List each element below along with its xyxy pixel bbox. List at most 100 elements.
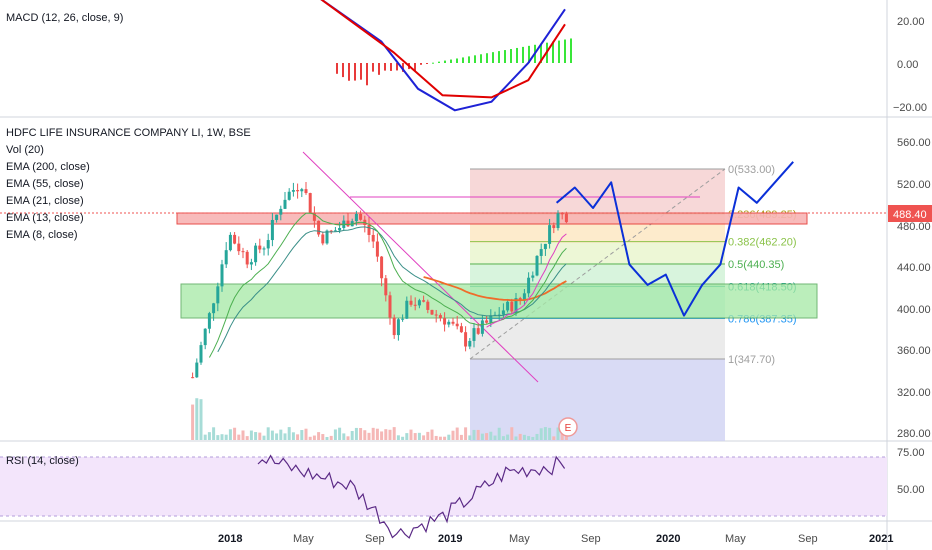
macd-histogram-bar [468,56,470,63]
candle-body [384,278,388,296]
candle-body [476,328,480,334]
macd-histogram-bar [396,63,398,71]
candle-body [291,190,295,192]
volume-bar [220,434,224,440]
macd-histogram-bar [366,63,368,86]
candle-body [422,300,426,302]
time-tick: 2018 [218,533,242,545]
candle-body [468,340,472,347]
candle-body [203,328,207,346]
candle-body [455,323,459,327]
candle-body [266,240,270,249]
macd-histogram-bar [462,57,464,63]
candle-body [279,208,283,215]
candle-body [304,189,308,194]
price-tick: 560.00 [897,137,931,149]
last-price-badge [888,205,932,222]
candle-body [233,234,237,244]
volume-bar [535,433,539,440]
candle-body [401,318,405,320]
candle-body [228,234,232,251]
macd-histogram-bar [372,63,374,72]
main-title: HDFC LIFE INSURANCE COMPANY LI, 1W, BSE [6,127,251,139]
volume-bar [312,435,316,440]
macd-histogram-bar [438,61,440,63]
time-tick: 2020 [656,533,680,545]
candle-body [317,220,321,235]
volume-bar [493,435,497,440]
legend-ema200: EMA (200, close) [6,161,90,173]
rsi-title: RSI (14, close) [6,455,79,467]
trend-line-down[interactable] [302,151,539,383]
volume-bar [258,432,262,440]
price-tick: 480.00 [897,221,931,233]
macd-histogram-bar [480,54,482,63]
candle-body [249,262,253,265]
svg-text:E: E [565,423,572,434]
volume-bar [543,427,547,440]
macd-histogram-bar [570,38,572,63]
volume-bar [409,429,413,440]
candle-body [539,249,543,256]
volume-bar [216,435,220,440]
candle-body [527,277,531,294]
price-tick: 320.00 [897,387,931,399]
candle-body [451,321,455,324]
volume-bar [266,427,270,440]
candle-body [396,319,400,336]
macd-histogram-bar [528,45,530,63]
volume-bar [338,427,342,440]
macd-histogram-bar [456,58,458,63]
volume-bar [472,429,476,440]
volume-bar [380,431,384,440]
candle-body [312,213,316,221]
candle-body [191,377,195,379]
candle-body [556,213,560,229]
macd-histogram-bar [432,62,434,64]
volume-bar [556,427,560,440]
volume-bar [539,428,543,440]
price-tick: 360.00 [897,345,931,357]
candle-body [392,317,396,336]
volume-bar [438,436,442,440]
candle-body [443,318,447,325]
ema-line [486,233,567,328]
candle-body [325,230,329,244]
volume-bar [522,434,526,440]
macd-histogram-bar [498,51,500,63]
legend-ema8: EMA (8, close) [6,229,78,241]
earnings-marker[interactable]: E [558,417,578,437]
volume-bar [195,398,199,440]
macd-tick: 20.00 [897,16,925,28]
candle-body [548,225,552,244]
volume-bar [405,433,409,440]
volume-bar [476,429,480,440]
macd-histogram-bar [540,43,542,63]
candle-body [321,234,325,244]
volume-bar [359,428,363,440]
candle-body [371,234,375,242]
macd-histogram-bar [444,60,446,63]
volume-bar [207,432,211,440]
candle-body [275,214,279,220]
macd-histogram-bar [558,40,560,63]
projection-path[interactable] [555,161,794,317]
volume-bar [350,430,354,440]
volume-bar [401,436,405,440]
volume-bar [262,435,266,440]
volume-bar [228,429,232,440]
volume-bar [430,429,434,440]
volume-bar [413,433,417,440]
candle-body [535,255,539,276]
volume-bar [388,429,392,440]
volume-bar [325,436,329,440]
volume-bar [203,434,207,440]
legend-ema21: EMA (21, close) [6,195,84,207]
volume-bar [249,430,253,440]
macd-histogram-bar [348,63,350,81]
candle-body [199,345,203,363]
candle-body [405,300,409,319]
candle-body [354,213,358,222]
volume-bar [489,431,493,440]
volume-bar [245,436,249,440]
